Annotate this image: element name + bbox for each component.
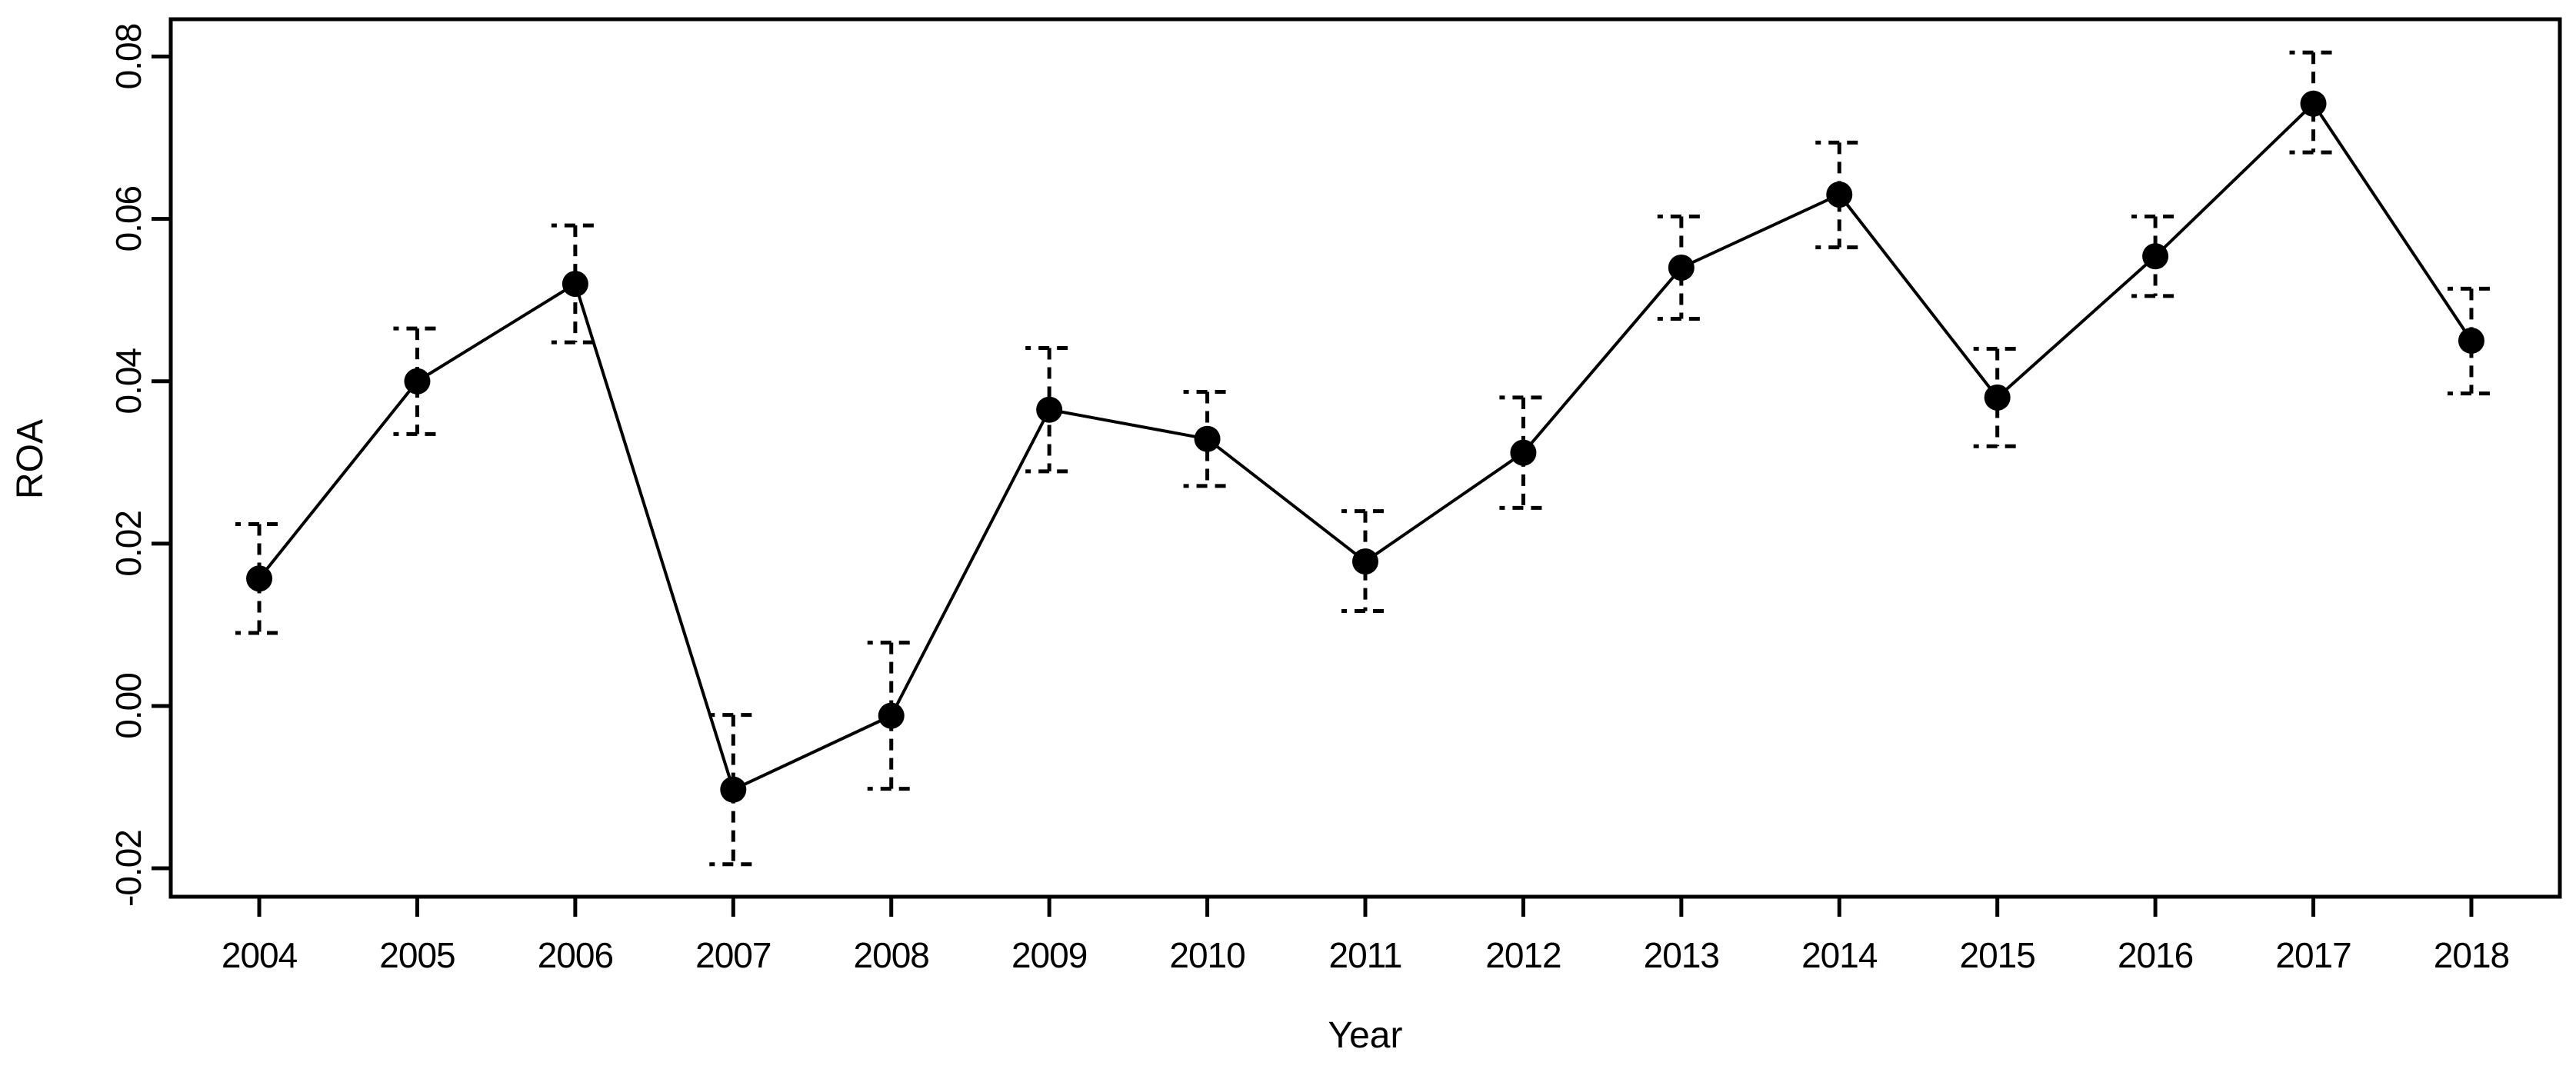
data-point [1668, 254, 1695, 281]
y-tick-label: -0.02 [108, 830, 148, 907]
error-bar [1815, 140, 1864, 250]
x-tick-label: 2016 [2118, 935, 2193, 975]
y-axis-title: ROA [10, 419, 51, 499]
x-tick-label: 2014 [1801, 935, 1878, 975]
data-point [878, 702, 905, 729]
x-tick-label: 2005 [379, 935, 455, 975]
error-bar [709, 713, 758, 867]
y-tick-label: 0.08 [108, 24, 148, 90]
error-bar [1657, 214, 1705, 321]
x-tick-label: 2004 [222, 935, 298, 975]
data-point [1194, 425, 1221, 452]
x-tick-label: 2011 [1329, 935, 1402, 975]
data-point [246, 565, 273, 592]
x-tick-label: 2018 [2434, 935, 2509, 975]
x-tick-label: 2008 [854, 935, 929, 975]
x-tick-label: 2009 [1011, 935, 1087, 975]
error-bar [2447, 286, 2495, 396]
data-point [1036, 396, 1063, 423]
data-point [404, 368, 431, 395]
error-bar [235, 522, 284, 635]
data-point [720, 776, 747, 803]
data-point [2300, 90, 2327, 117]
y-tick-label: 0.02 [108, 511, 148, 577]
data-point [562, 271, 588, 298]
x-tick-label: 2012 [1485, 935, 1561, 975]
x-tick-label: 2017 [2275, 935, 2351, 975]
data-point [2458, 327, 2484, 354]
x-tick-label: 2007 [695, 935, 771, 975]
error-bar [1499, 395, 1548, 510]
x-tick-label: 2015 [1960, 935, 2035, 975]
markers-layer [246, 90, 2484, 803]
x-tick-label: 2013 [1644, 935, 1719, 975]
data-point [1826, 181, 1853, 208]
x-tick-label: 2006 [538, 935, 613, 975]
data-point [2142, 243, 2169, 270]
data-point [1984, 384, 2011, 411]
y-tick-label: 0.04 [108, 348, 148, 415]
axes-layer [152, 17, 2562, 917]
error-bar [867, 641, 915, 791]
data-point [1510, 439, 1537, 466]
data-point [1352, 548, 1378, 575]
tick-labels-layer: 2004 2005 2006 2007 2008 2009 2010 2011 2012 2013… [108, 24, 2510, 975]
error-bar [393, 326, 442, 436]
y-tick-label: 0.06 [108, 186, 148, 252]
x-tick-label: 2010 [1169, 935, 1245, 975]
y-tick-label: 0.00 [108, 673, 148, 739]
x-axis-title: Year [1328, 1015, 1403, 1056]
